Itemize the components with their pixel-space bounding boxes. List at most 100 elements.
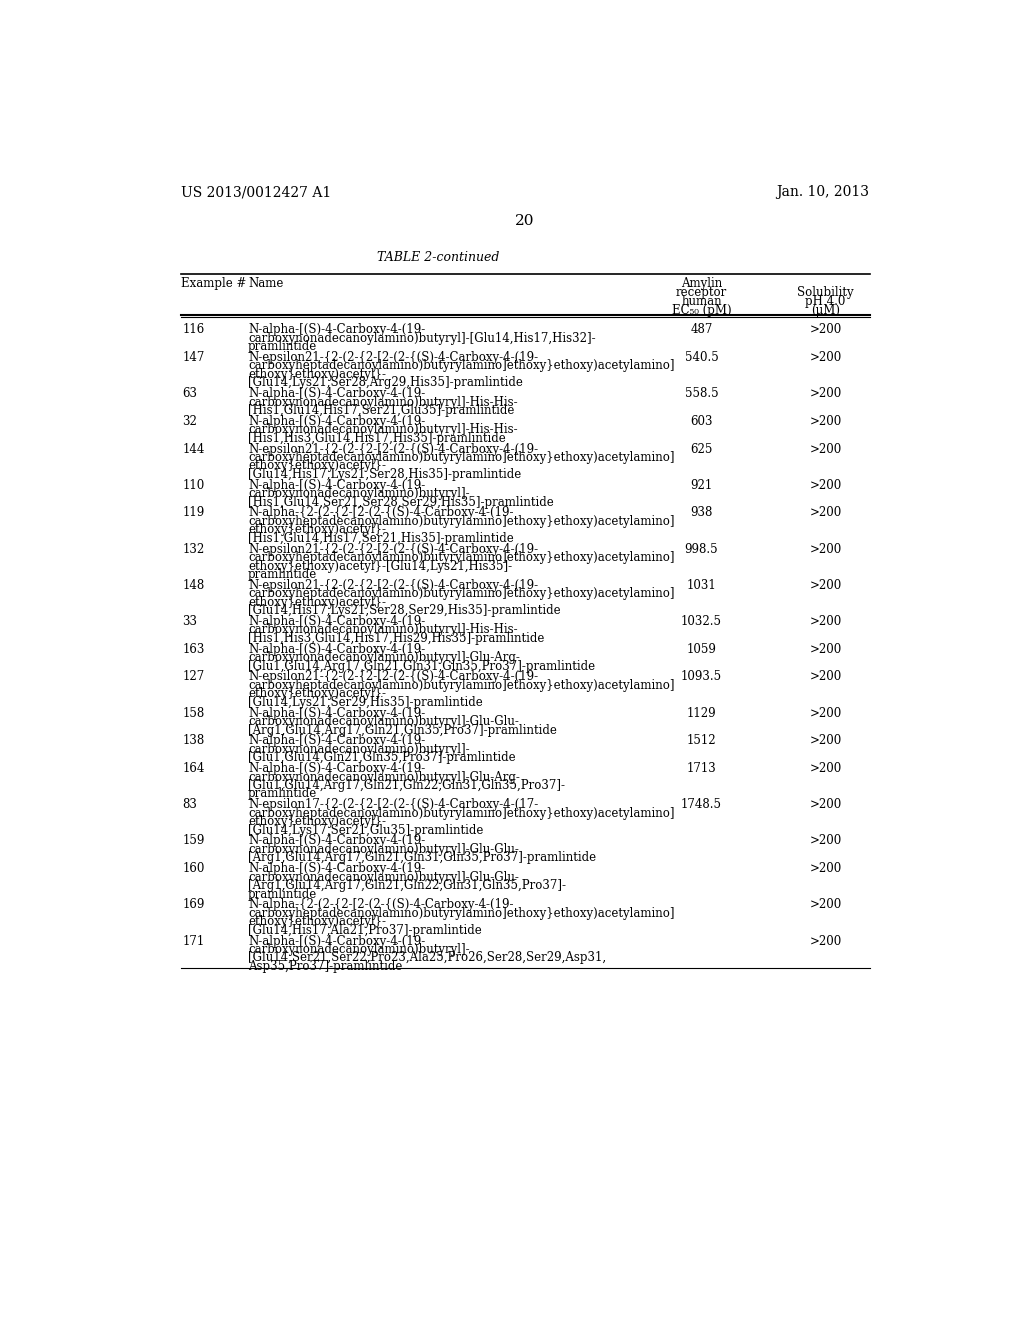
Text: carboxynonadecanoylamino)butyryl]-: carboxynonadecanoylamino)butyryl]- — [248, 487, 470, 500]
Text: 540.5: 540.5 — [685, 351, 719, 364]
Text: [Glu14,Ser21,Ser22,Pro23,Ala25,Pro26,Ser28,Ser29,Asp31,: [Glu14,Ser21,Ser22,Pro23,Ala25,Pro26,Ser… — [248, 952, 606, 965]
Text: 1059: 1059 — [686, 643, 717, 656]
Text: pramlintide: pramlintide — [248, 887, 317, 900]
Text: >200: >200 — [809, 579, 842, 591]
Text: EC₅₀ (pM): EC₅₀ (pM) — [672, 304, 731, 317]
Text: carboxynonadecanoylamino)butyryl]-Glu-Glu-: carboxynonadecanoylamino)butyryl]-Glu-Gl… — [248, 871, 519, 883]
Text: Name: Name — [248, 277, 284, 290]
Text: carboxynonadecanoylamino)butyryl]-His-His-: carboxynonadecanoylamino)butyryl]-His-Hi… — [248, 623, 518, 636]
Text: N-alpha-[(S)-4-Carboxy-4-(19-: N-alpha-[(S)-4-Carboxy-4-(19- — [248, 387, 425, 400]
Text: >200: >200 — [809, 615, 842, 628]
Text: Solubility: Solubility — [798, 286, 854, 298]
Text: >200: >200 — [809, 935, 842, 948]
Text: N-alpha-[(S)-4-Carboxy-4-(19-: N-alpha-[(S)-4-Carboxy-4-(19- — [248, 706, 425, 719]
Text: >200: >200 — [809, 351, 842, 364]
Text: [His1,Glu14,Ser21,Ser28,Ser29,His35]-pramlintide: [His1,Glu14,Ser21,Ser28,Ser29,His35]-pra… — [248, 496, 554, 508]
Text: 171: 171 — [182, 935, 205, 948]
Text: N-alpha-[(S)-4-Carboxy-4-(19-: N-alpha-[(S)-4-Carboxy-4-(19- — [248, 862, 425, 875]
Text: 1129: 1129 — [687, 706, 717, 719]
Text: receptor: receptor — [676, 286, 727, 298]
Text: 1032.5: 1032.5 — [681, 615, 722, 628]
Text: N-alpha-[(S)-4-Carboxy-4-(19-: N-alpha-[(S)-4-Carboxy-4-(19- — [248, 615, 425, 628]
Text: 158: 158 — [182, 706, 205, 719]
Text: US 2013/0012427 A1: US 2013/0012427 A1 — [180, 185, 331, 199]
Text: [Glu1,Glu14,Gln21,Gln35,Pro37]-pramlintide: [Glu1,Glu14,Gln21,Gln35,Pro37]-pramlinti… — [248, 751, 516, 764]
Text: pramlintide: pramlintide — [248, 788, 317, 800]
Text: pramlintide: pramlintide — [248, 568, 317, 581]
Text: N-alpha-[(S)-4-Carboxy-4-(19-: N-alpha-[(S)-4-Carboxy-4-(19- — [248, 414, 425, 428]
Text: >200: >200 — [809, 762, 842, 775]
Text: 1093.5: 1093.5 — [681, 671, 722, 684]
Text: [Glu14,His17,Lys21,Ser28,Ser29,His35]-pramlintide: [Glu14,His17,Lys21,Ser28,Ser29,His35]-pr… — [248, 605, 561, 618]
Text: 147: 147 — [182, 351, 205, 364]
Text: N-alpha-[(S)-4-Carboxy-4-(19-: N-alpha-[(S)-4-Carboxy-4-(19- — [248, 323, 425, 337]
Text: >200: >200 — [809, 479, 842, 492]
Text: carboxyheptadecanoylamino)butyrylamino]ethoxy}ethoxy)acetylamino]: carboxyheptadecanoylamino)butyrylamino]e… — [248, 359, 675, 372]
Text: carboxyheptadecanoylamino)butyrylamino]ethoxy}ethoxy)acetylamino]: carboxyheptadecanoylamino)butyrylamino]e… — [248, 807, 675, 820]
Text: 487: 487 — [690, 323, 713, 337]
Text: >200: >200 — [809, 799, 842, 812]
Text: 921: 921 — [690, 479, 713, 492]
Text: N-alpha-[(S)-4-Carboxy-4-(19-: N-alpha-[(S)-4-Carboxy-4-(19- — [248, 834, 425, 847]
Text: N-alpha-{2-(2-{2-[2-(2-{(S)-4-Carboxy-4-(19-: N-alpha-{2-(2-{2-[2-(2-{(S)-4-Carboxy-4-… — [248, 507, 514, 520]
Text: carboxyheptadecanoylamino)butyrylamino]ethoxy}ethoxy)acetylamino]: carboxyheptadecanoylamino)butyrylamino]e… — [248, 678, 675, 692]
Text: ethoxy}ethoxy)acetyl}-: ethoxy}ethoxy)acetyl}- — [248, 816, 386, 828]
Text: Amylin: Amylin — [681, 277, 722, 290]
Text: [His1,Glu14,His17,Ser21,His35]-pramlintide: [His1,Glu14,His17,Ser21,His35]-pramlinti… — [248, 532, 514, 545]
Text: [Glu14,Lys17,Ser21,Glu35]-pramlintide: [Glu14,Lys17,Ser21,Glu35]-pramlintide — [248, 824, 483, 837]
Text: [Glu14,Lys21,Ser28,Arg29,His35]-pramlintide: [Glu14,Lys21,Ser28,Arg29,His35]-pramlint… — [248, 376, 523, 389]
Text: carboxynonadecanoylamino)butyryl]-Glu-Arg-: carboxynonadecanoylamino)butyryl]-Glu-Ar… — [248, 771, 520, 784]
Text: 127: 127 — [182, 671, 205, 684]
Text: >200: >200 — [809, 734, 842, 747]
Text: N-alpha-[(S)-4-Carboxy-4-(19-: N-alpha-[(S)-4-Carboxy-4-(19- — [248, 734, 425, 747]
Text: [His1,His3,Glu14,His17,His35]-pramlintide: [His1,His3,Glu14,His17,His35]-pramlintid… — [248, 432, 506, 445]
Text: 558.5: 558.5 — [685, 387, 718, 400]
Text: >200: >200 — [809, 442, 842, 455]
Text: human: human — [681, 294, 722, 308]
Text: 116: 116 — [182, 323, 205, 337]
Text: ethoxy}ethoxy)acetyl}-: ethoxy}ethoxy)acetyl}- — [248, 595, 386, 609]
Text: [Glu14,Lys21,Ser29,His35]-pramlintide: [Glu14,Lys21,Ser29,His35]-pramlintide — [248, 696, 483, 709]
Text: [Arg1,Glu14,Arg17,Gln21,Gln22,Gln31,Gln35,Pro37]-: [Arg1,Glu14,Arg17,Gln21,Gln22,Gln31,Gln3… — [248, 879, 566, 892]
Text: 132: 132 — [182, 543, 205, 556]
Text: >200: >200 — [809, 507, 842, 520]
Text: 625: 625 — [690, 442, 713, 455]
Text: carboxynonadecanoylamino)butyryl]-Glu-Glu-: carboxynonadecanoylamino)butyryl]-Glu-Gl… — [248, 843, 519, 855]
Text: 1713: 1713 — [687, 762, 717, 775]
Text: 148: 148 — [182, 579, 205, 591]
Text: >200: >200 — [809, 671, 842, 684]
Text: Jan. 10, 2013: Jan. 10, 2013 — [776, 185, 869, 199]
Text: N-alpha-[(S)-4-Carboxy-4-(19-: N-alpha-[(S)-4-Carboxy-4-(19- — [248, 935, 425, 948]
Text: [Arg1,Glu14,Arg17,Gln21,Gln31,Gln35,Pro37]-pramlintide: [Arg1,Glu14,Arg17,Gln21,Gln31,Gln35,Pro3… — [248, 851, 596, 865]
Text: >200: >200 — [809, 834, 842, 847]
Text: [Glu1,Glu14,Arg17,Gln21,Gln31,Gln35,Pro37]-pramlintide: [Glu1,Glu14,Arg17,Gln21,Gln31,Gln35,Pro3… — [248, 660, 595, 673]
Text: carboxynonadecanoylamino)butyryl]-Glu-Glu-: carboxynonadecanoylamino)butyryl]-Glu-Gl… — [248, 715, 519, 729]
Text: N-epsilon21-{2-(2-{2-[2-(2-{(S)-4-Carboxy-4-(19-: N-epsilon21-{2-(2-{2-[2-(2-{(S)-4-Carbox… — [248, 579, 539, 591]
Text: 144: 144 — [182, 442, 205, 455]
Text: 163: 163 — [182, 643, 205, 656]
Text: >200: >200 — [809, 387, 842, 400]
Text: 1512: 1512 — [687, 734, 717, 747]
Text: N-alpha-[(S)-4-Carboxy-4-(19-: N-alpha-[(S)-4-Carboxy-4-(19- — [248, 479, 425, 492]
Text: >200: >200 — [809, 899, 842, 911]
Text: >200: >200 — [809, 543, 842, 556]
Text: 63: 63 — [182, 387, 198, 400]
Text: carboxyheptadecanoylamino)butyrylamino]ethoxy}ethoxy)acetylamino]: carboxyheptadecanoylamino)butyrylamino]e… — [248, 907, 675, 920]
Text: pH 4.0: pH 4.0 — [805, 294, 846, 308]
Text: >200: >200 — [809, 323, 842, 337]
Text: carboxyheptadecanoylamino)butyrylamino]ethoxy}ethoxy)acetylamino]: carboxyheptadecanoylamino)butyrylamino]e… — [248, 451, 675, 465]
Text: carboxynonadecanoylamino)butyryl]-His-His-: carboxynonadecanoylamino)butyryl]-His-Hi… — [248, 396, 518, 409]
Text: carboxynonadecanoylamino)butyryl]-[Glu14,His17,His32]-: carboxynonadecanoylamino)butyryl]-[Glu14… — [248, 331, 596, 345]
Text: 110: 110 — [182, 479, 205, 492]
Text: N-epsilon21-{2-(2-{2-[2-(2-{(S)-4-Carboxy-4-(19-: N-epsilon21-{2-(2-{2-[2-(2-{(S)-4-Carbox… — [248, 442, 539, 455]
Text: 32: 32 — [182, 414, 198, 428]
Text: 164: 164 — [182, 762, 205, 775]
Text: ethoxy}ethoxy)acetyl}-: ethoxy}ethoxy)acetyl}- — [248, 524, 386, 536]
Text: 83: 83 — [182, 799, 198, 812]
Text: carboxynonadecanoylamino)butyryl]-Glu-Arg-: carboxynonadecanoylamino)butyryl]-Glu-Ar… — [248, 651, 520, 664]
Text: ethoxy}ethoxy)acetyl}-[Glu14,Lys21,His35]-: ethoxy}ethoxy)acetyl}-[Glu14,Lys21,His35… — [248, 560, 512, 573]
Text: >200: >200 — [809, 643, 842, 656]
Text: N-epsilon21-{2-(2-{2-[2-(2-{(S)-4-Carboxy-4-(19-: N-epsilon21-{2-(2-{2-[2-(2-{(S)-4-Carbox… — [248, 671, 539, 684]
Text: N-epsilon21-{2-(2-{2-[2-(2-{(S)-4-Carboxy-4-(19-: N-epsilon21-{2-(2-{2-[2-(2-{(S)-4-Carbox… — [248, 543, 539, 556]
Text: 938: 938 — [690, 507, 713, 520]
